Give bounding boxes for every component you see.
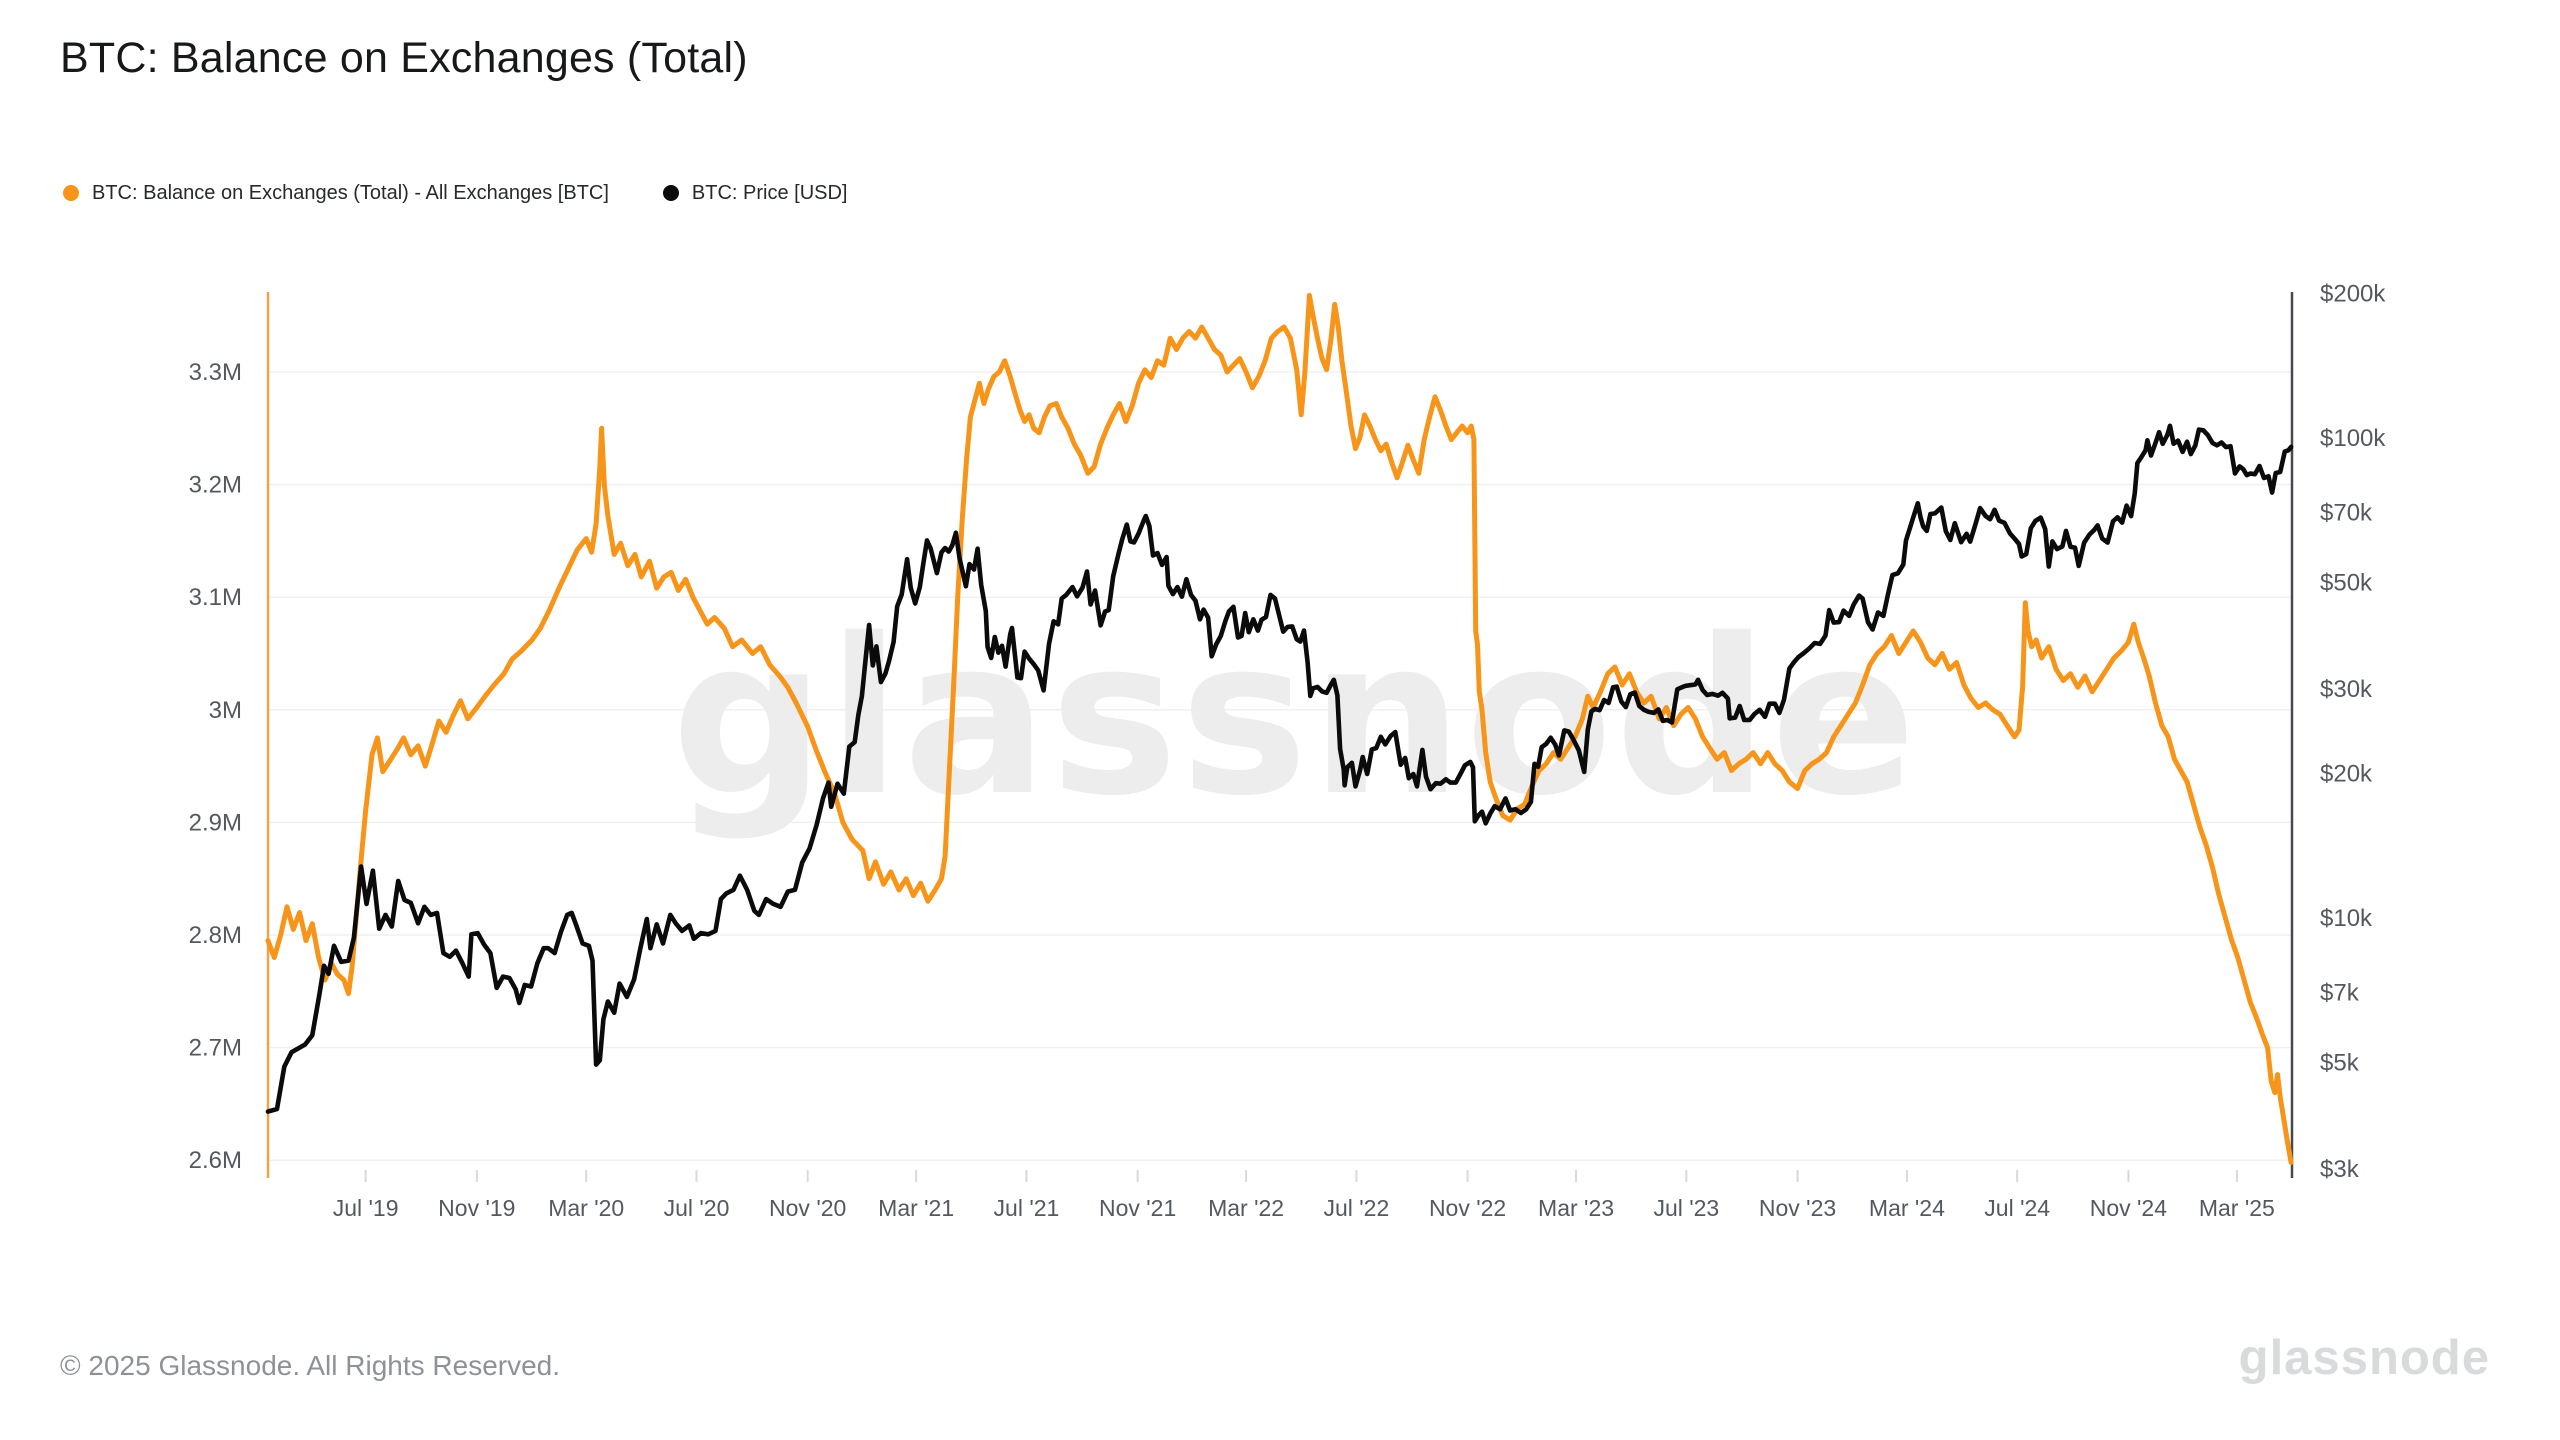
legend-item-label: BTC: Price [USD]: [691, 181, 848, 204]
x-axis-tick-label: Jul '24: [1984, 1195, 2050, 1221]
x-axis-tick-label: Jul '21: [994, 1195, 1060, 1221]
legend-item-0[interactable]: BTC: Balance on Exchanges (Total) - All …: [63, 182, 609, 205]
legend-item-1[interactable]: BTC: Price [USD]: [662, 181, 848, 205]
page-title: BTC: Balance on Exchanges (Total): [60, 34, 748, 82]
x-axis-tick-label: Jul '23: [1653, 1195, 1719, 1221]
y-axis-left-tick-label: 3.1M: [189, 584, 242, 611]
y-axis-right-tick-label: $10k: [2320, 905, 2373, 932]
y-axis-right-tick-label: $100k: [2320, 425, 2386, 452]
y-axis-right-tick-label: $50k: [2320, 569, 2373, 596]
y-axis-right-tick-label: $20k: [2320, 761, 2373, 788]
x-axis-tick-label: Mar '23: [1538, 1195, 1614, 1221]
legend-dot-icon: [63, 185, 79, 201]
x-axis-tick-label: Mar '21: [878, 1195, 954, 1221]
x-axis-tick-label: Nov '20: [769, 1195, 846, 1221]
copyright-text: © 2025 Glassnode. All Rights Reserved.: [60, 1350, 561, 1381]
x-axis-tick-label: Jul '22: [1324, 1195, 1390, 1221]
y-axis-right-tick-label: $5k: [2320, 1049, 2360, 1076]
x-axis-tick-label: Nov '22: [1429, 1195, 1506, 1221]
price-line: [265, 423, 2294, 1114]
x-axis-tick-label: Nov '21: [1099, 1195, 1176, 1221]
x-axis-tick-label: Nov '24: [2090, 1195, 2167, 1221]
x-axis-tick-label: Nov '23: [1759, 1195, 1836, 1221]
x-axis-tick-label: Jul '19: [333, 1195, 399, 1221]
legend-item-label: BTC: Balance on Exchanges (Total) - All …: [92, 181, 609, 204]
y-axis-right-tick-label: $3k: [2320, 1156, 2360, 1183]
legend-dot-icon: [662, 185, 679, 201]
x-axis-tick-label: Mar '20: [548, 1195, 624, 1221]
x-axis-tick-label: Mar '24: [1869, 1195, 1945, 1221]
x-axis-tick-label: Jul '20: [664, 1195, 730, 1221]
x-axis-tick-label: Mar '22: [1208, 1195, 1284, 1221]
y-axis-left-tick-label: 2.7M: [189, 1035, 242, 1062]
y-axis-right-tick-label: $30k: [2320, 676, 2373, 703]
y-axis-left-tick-label: 2.6M: [189, 1147, 242, 1174]
glassnode-logo: glassnode: [2238, 1331, 2490, 1385]
chart-legend: BTC: Balance on Exchanges (Total) - All …: [63, 178, 901, 208]
y-axis-left-tick-label: 3M: [209, 697, 242, 724]
y-axis-left-tick-label: 3.2M: [189, 472, 242, 499]
y-axis-right-tick-label: $7k: [2320, 979, 2360, 1006]
y-axis-left-tick-label: 2.9M: [189, 809, 242, 836]
y-axis-right-tick-label: $70k: [2320, 499, 2373, 526]
y-axis-right-tick-label: $200k: [2320, 281, 2386, 308]
y-axis-left-tick-label: 2.8M: [189, 922, 242, 949]
x-axis-tick-label: Mar '25: [2199, 1195, 2275, 1221]
x-axis-tick-label: Nov '19: [438, 1195, 515, 1221]
balance-line: [265, 292, 2294, 1165]
y-axis-left-tick-label: 3.3M: [189, 359, 242, 386]
